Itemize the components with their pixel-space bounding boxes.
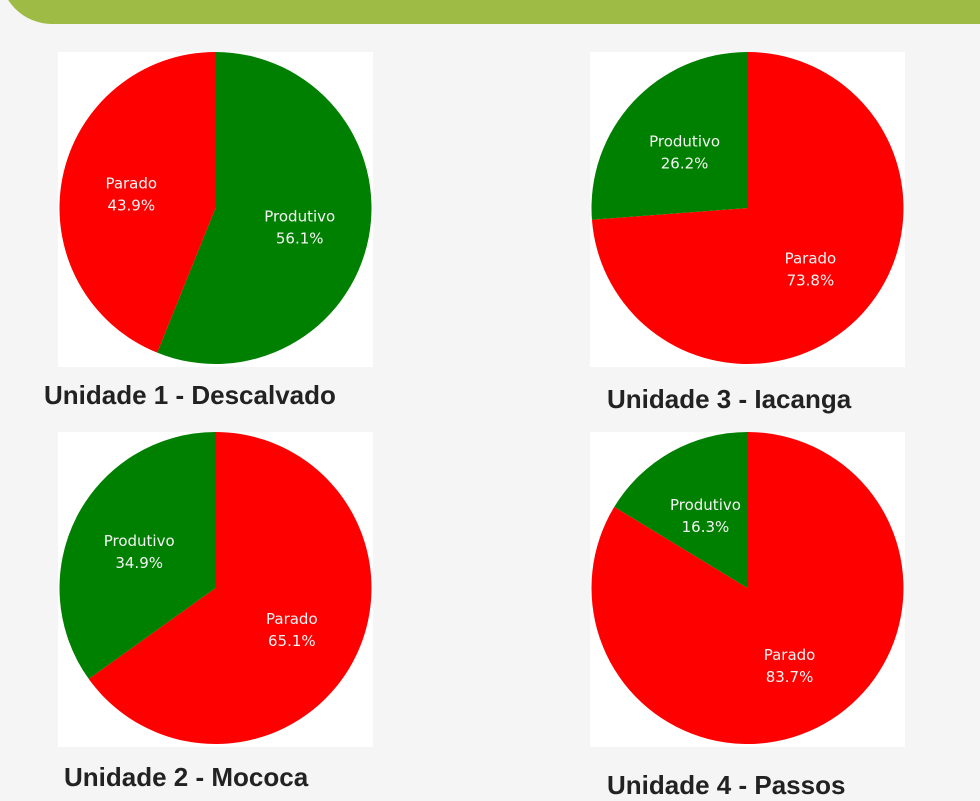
slice-value-parado: 43.9% (107, 197, 155, 215)
pie-svg-unidade-3: Parado 73.8% Produtivo 26.2% (591, 52, 904, 364)
slice-label-parado: Parado (105, 175, 157, 193)
slice-value-produtivo: 56.1% (276, 229, 324, 247)
slice-label-produtivo: Produtivo (104, 532, 175, 550)
slice-value-produtivo: 16.3% (682, 518, 730, 536)
slice-label-produtivo: Produtivo (649, 133, 720, 151)
slice-value-parado: 65.1% (268, 632, 316, 650)
pie-slice-parado (59, 52, 216, 353)
header-banner (0, 0, 980, 24)
slice-label-parado: Parado (764, 646, 816, 664)
slice-label-parado: Parado (785, 249, 837, 267)
pie-slice-parado (591, 52, 904, 364)
chart-title-unidade-4: Unidade 4 - Passos (607, 770, 846, 800)
slice-value-produtivo: 34.9% (115, 554, 163, 572)
pie-chart-unidade-1: Produtivo 56.1% Parado 43.9% (58, 52, 373, 367)
slice-value-produtivo: 26.2% (661, 155, 709, 173)
pie-slice-parado (88, 432, 372, 744)
pie-slice-produtivo (591, 52, 748, 220)
slice-label-parado: Parado (266, 610, 318, 628)
pie-chart-unidade-3: Parado 73.8% Produtivo 26.2% (590, 52, 905, 367)
pie-chart-unidade-2: Parado 65.1% Produtivo 34.9% (58, 432, 373, 747)
slice-value-parado: 83.7% (766, 668, 814, 686)
pie-slice-produtivo (59, 432, 216, 679)
pie-chart-unidade-4: Parado 83.7% Produtivo 16.3% (590, 432, 905, 747)
slice-label-produtivo: Produtivo (670, 496, 741, 514)
pie-svg-unidade-4: Parado 83.7% Produtivo 16.3% (591, 432, 904, 744)
pie-slice-produtivo (157, 52, 372, 364)
slice-value-parado: 73.8% (787, 271, 835, 289)
pie-slice-produtivo (614, 432, 748, 588)
pie-svg-unidade-1: Produtivo 56.1% Parado 43.9% (59, 52, 372, 364)
chart-title-unidade-2: Unidade 2 - Mococa (64, 762, 309, 792)
pie-svg-unidade-2: Parado 65.1% Produtivo 34.9% (59, 432, 372, 744)
chart-title-unidade-3: Unidade 3 - Iacanga (607, 384, 852, 414)
slice-label-produtivo: Produtivo (264, 207, 335, 225)
chart-title-unidade-1: Unidade 1 - Descalvado (44, 380, 336, 410)
